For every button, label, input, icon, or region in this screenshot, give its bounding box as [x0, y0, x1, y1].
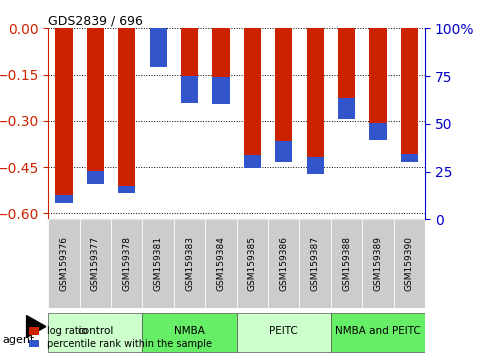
Bar: [87, 28, 104, 184]
FancyBboxPatch shape: [299, 219, 331, 308]
FancyBboxPatch shape: [48, 313, 142, 352]
Text: GSM159383: GSM159383: [185, 236, 194, 291]
Legend: log ratio, percentile rank within the sample: log ratio, percentile rank within the sa…: [29, 326, 212, 349]
FancyBboxPatch shape: [331, 313, 425, 352]
Bar: [118, 185, 135, 193]
Text: GSM159378: GSM159378: [122, 236, 131, 291]
Text: GSM159389: GSM159389: [373, 236, 383, 291]
FancyBboxPatch shape: [362, 219, 394, 308]
Bar: [307, 28, 324, 174]
Bar: [244, 28, 261, 168]
Text: NMBA: NMBA: [174, 326, 205, 336]
FancyBboxPatch shape: [394, 219, 425, 308]
FancyBboxPatch shape: [205, 219, 237, 308]
Bar: [87, 171, 104, 184]
FancyBboxPatch shape: [331, 219, 362, 308]
Text: GSM159385: GSM159385: [248, 236, 257, 291]
FancyBboxPatch shape: [174, 219, 205, 308]
Text: control: control: [77, 326, 114, 336]
Bar: [56, 195, 72, 202]
Bar: [150, 28, 167, 68]
Bar: [181, 76, 198, 103]
Text: agent: agent: [2, 335, 35, 345]
Bar: [213, 77, 229, 104]
Text: NMBA and PEITC: NMBA and PEITC: [335, 326, 421, 336]
Text: PEITC: PEITC: [270, 326, 298, 336]
FancyBboxPatch shape: [268, 219, 299, 308]
FancyBboxPatch shape: [80, 219, 111, 308]
Polygon shape: [27, 316, 46, 338]
Bar: [307, 157, 324, 174]
FancyBboxPatch shape: [237, 313, 331, 352]
Text: GSM159377: GSM159377: [91, 236, 100, 291]
Bar: [275, 141, 292, 162]
Bar: [150, 22, 167, 68]
Bar: [275, 28, 292, 162]
FancyBboxPatch shape: [111, 219, 142, 308]
Text: GSM159387: GSM159387: [311, 236, 320, 291]
Bar: [213, 28, 229, 104]
Bar: [56, 28, 72, 202]
Text: GSM159386: GSM159386: [279, 236, 288, 291]
FancyBboxPatch shape: [48, 219, 80, 308]
Text: GSM159384: GSM159384: [216, 236, 226, 291]
FancyBboxPatch shape: [142, 313, 237, 352]
Bar: [369, 123, 386, 140]
Text: GSM159376: GSM159376: [59, 236, 69, 291]
Bar: [338, 28, 355, 119]
Text: GSM159381: GSM159381: [154, 236, 163, 291]
FancyBboxPatch shape: [142, 219, 174, 308]
Text: GSM159390: GSM159390: [405, 236, 414, 291]
Bar: [369, 28, 386, 140]
Bar: [181, 28, 198, 103]
Bar: [338, 98, 355, 119]
FancyBboxPatch shape: [237, 219, 268, 308]
Text: GDS2839 / 696: GDS2839 / 696: [48, 14, 143, 27]
Bar: [401, 28, 418, 162]
Bar: [401, 154, 418, 162]
Bar: [118, 28, 135, 193]
Text: GSM159388: GSM159388: [342, 236, 351, 291]
Bar: [244, 155, 261, 168]
